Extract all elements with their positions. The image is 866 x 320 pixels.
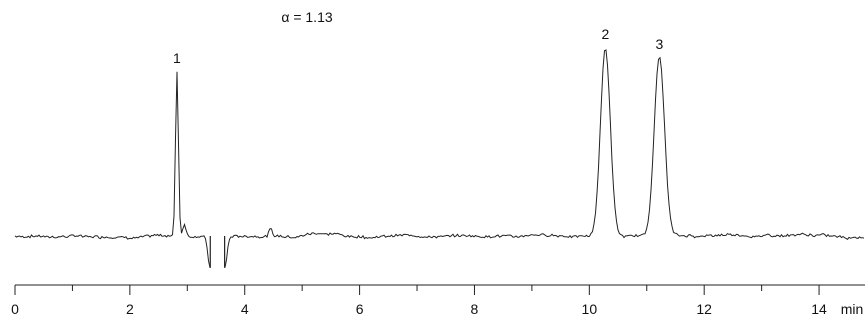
x-tick-label-8: 8 [471,301,479,317]
x-tick-label-12: 12 [696,301,712,317]
x-tick-label-4: 4 [241,301,249,317]
alpha-annotation: α = 1.13 [281,9,333,25]
peak-label-1: 1 [173,50,181,66]
x-tick-label-0: 0 [11,301,19,317]
x-tick-label-10: 10 [582,301,598,317]
peak-label-2: 2 [602,26,610,42]
peak-label-3: 3 [655,36,663,52]
signal-trace-segment-1 [14,71,211,268]
x-tick-label-6: 6 [356,301,364,317]
x-tick-label-14: 14 [811,301,827,317]
x-tick-label-2: 2 [126,301,134,317]
signal-trace-segment-2 [224,49,865,268]
x-axis-label: min [841,301,864,317]
